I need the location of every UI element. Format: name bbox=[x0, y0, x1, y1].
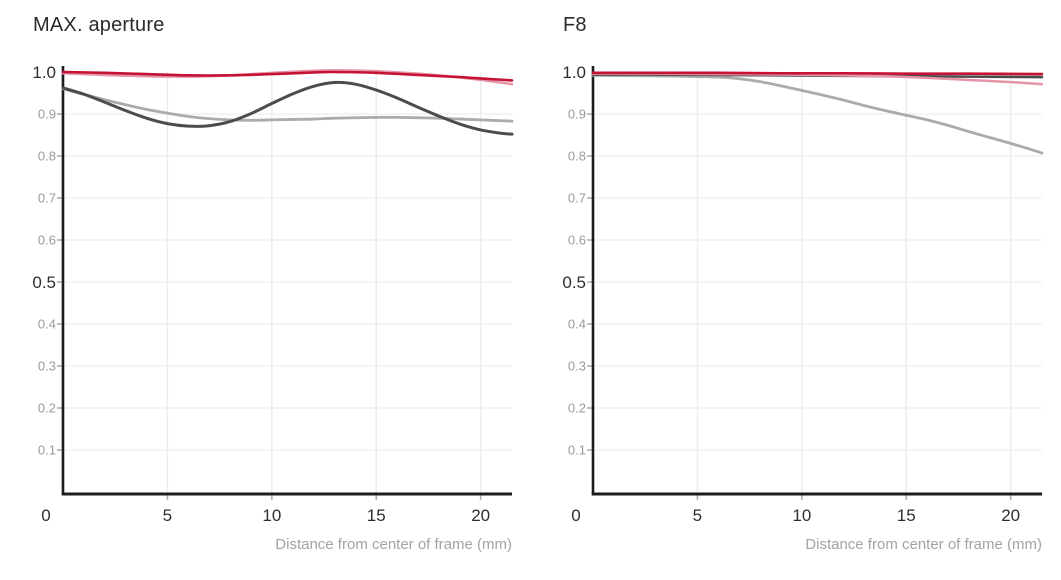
chart-title-f8: F8 bbox=[563, 14, 587, 36]
y-tick-label-minor: 0.9 bbox=[568, 107, 586, 122]
x-tick-label: 10 bbox=[792, 506, 811, 525]
x-tick-label: 5 bbox=[693, 506, 702, 525]
plot-f8: 1.0 0.5 0.9 0.8 0.7 0.6 0.4 0.3 0.2 0.1 0 5 10 15 20 Di… bbox=[562, 63, 1044, 553]
x-tick-label: 5 bbox=[163, 506, 172, 525]
chart-f8: F8 1.0 0.5 0.9 0.8 0.7 0.6 0.4 0.3 0.2 0.1 0 5 10 15 2… bbox=[530, 0, 1061, 580]
y-tick-label-minor: 0.8 bbox=[38, 149, 56, 164]
y-tick-label-minor: 0.2 bbox=[38, 401, 56, 416]
y-tick-label-major: 1.0 bbox=[32, 63, 56, 82]
y-tick-label-minor: 0.4 bbox=[568, 317, 586, 332]
y-tick-label-minor: 0.6 bbox=[568, 233, 586, 248]
y-tick-label-minor: 0.6 bbox=[38, 233, 56, 248]
y-tick-label-minor: 0.2 bbox=[568, 401, 586, 416]
series-line-light-gray bbox=[61, 87, 514, 123]
x-axis-caption: Distance from center of frame (mm) bbox=[275, 536, 512, 553]
x-axis-caption: Distance from center of frame (mm) bbox=[805, 536, 1042, 553]
y-tick-label-major: 0.5 bbox=[562, 273, 586, 292]
y-tick-label-minor: 0.4 bbox=[38, 317, 56, 332]
y-tick-label-minor: 0.3 bbox=[38, 359, 56, 374]
y-tick-label-major: 0.5 bbox=[32, 273, 56, 292]
y-tick-label-minor: 0.7 bbox=[38, 191, 56, 206]
x-tick-label: 15 bbox=[897, 506, 916, 525]
origin-label: 0 bbox=[571, 506, 580, 525]
x-tick-label: 20 bbox=[471, 506, 490, 525]
y-tick-label-minor: 0.1 bbox=[38, 443, 56, 458]
plot-max-aperture: 1.0 0.5 0.9 0.8 0.7 0.6 0.4 0.3 0.2 0.1 0 5 10 15 20 Di… bbox=[32, 63, 514, 553]
series-line-dark-gray bbox=[61, 80, 514, 136]
y-tick-label-minor: 0.7 bbox=[568, 191, 586, 206]
origin-label: 0 bbox=[41, 506, 50, 525]
chart-max-aperture: MAX. aperture 1.0 0.5 0.9 0.8 0.7 0.6 0.4 0.3 0.… bbox=[0, 0, 530, 580]
x-tick-label: 15 bbox=[367, 506, 386, 525]
x-tick-label: 10 bbox=[262, 506, 281, 525]
y-tick-label-minor: 0.3 bbox=[568, 359, 586, 374]
series-line-light-gray bbox=[591, 73, 1044, 155]
chart-title-max-aperture: MAX. aperture bbox=[33, 14, 165, 36]
series-line-crimson bbox=[591, 71, 1044, 76]
y-tick-label-minor: 0.1 bbox=[568, 443, 586, 458]
series-line-crimson bbox=[61, 70, 514, 82]
x-tick-label: 20 bbox=[1001, 506, 1020, 525]
y-tick-label-minor: 0.8 bbox=[568, 149, 586, 164]
y-tick-label-minor: 0.9 bbox=[38, 107, 56, 122]
y-tick-label-major: 1.0 bbox=[562, 63, 586, 82]
